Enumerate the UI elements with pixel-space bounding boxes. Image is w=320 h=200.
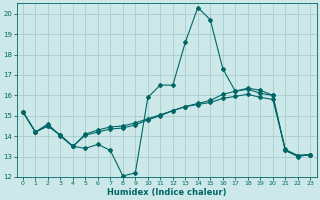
X-axis label: Humidex (Indice chaleur): Humidex (Indice chaleur) <box>107 188 226 197</box>
